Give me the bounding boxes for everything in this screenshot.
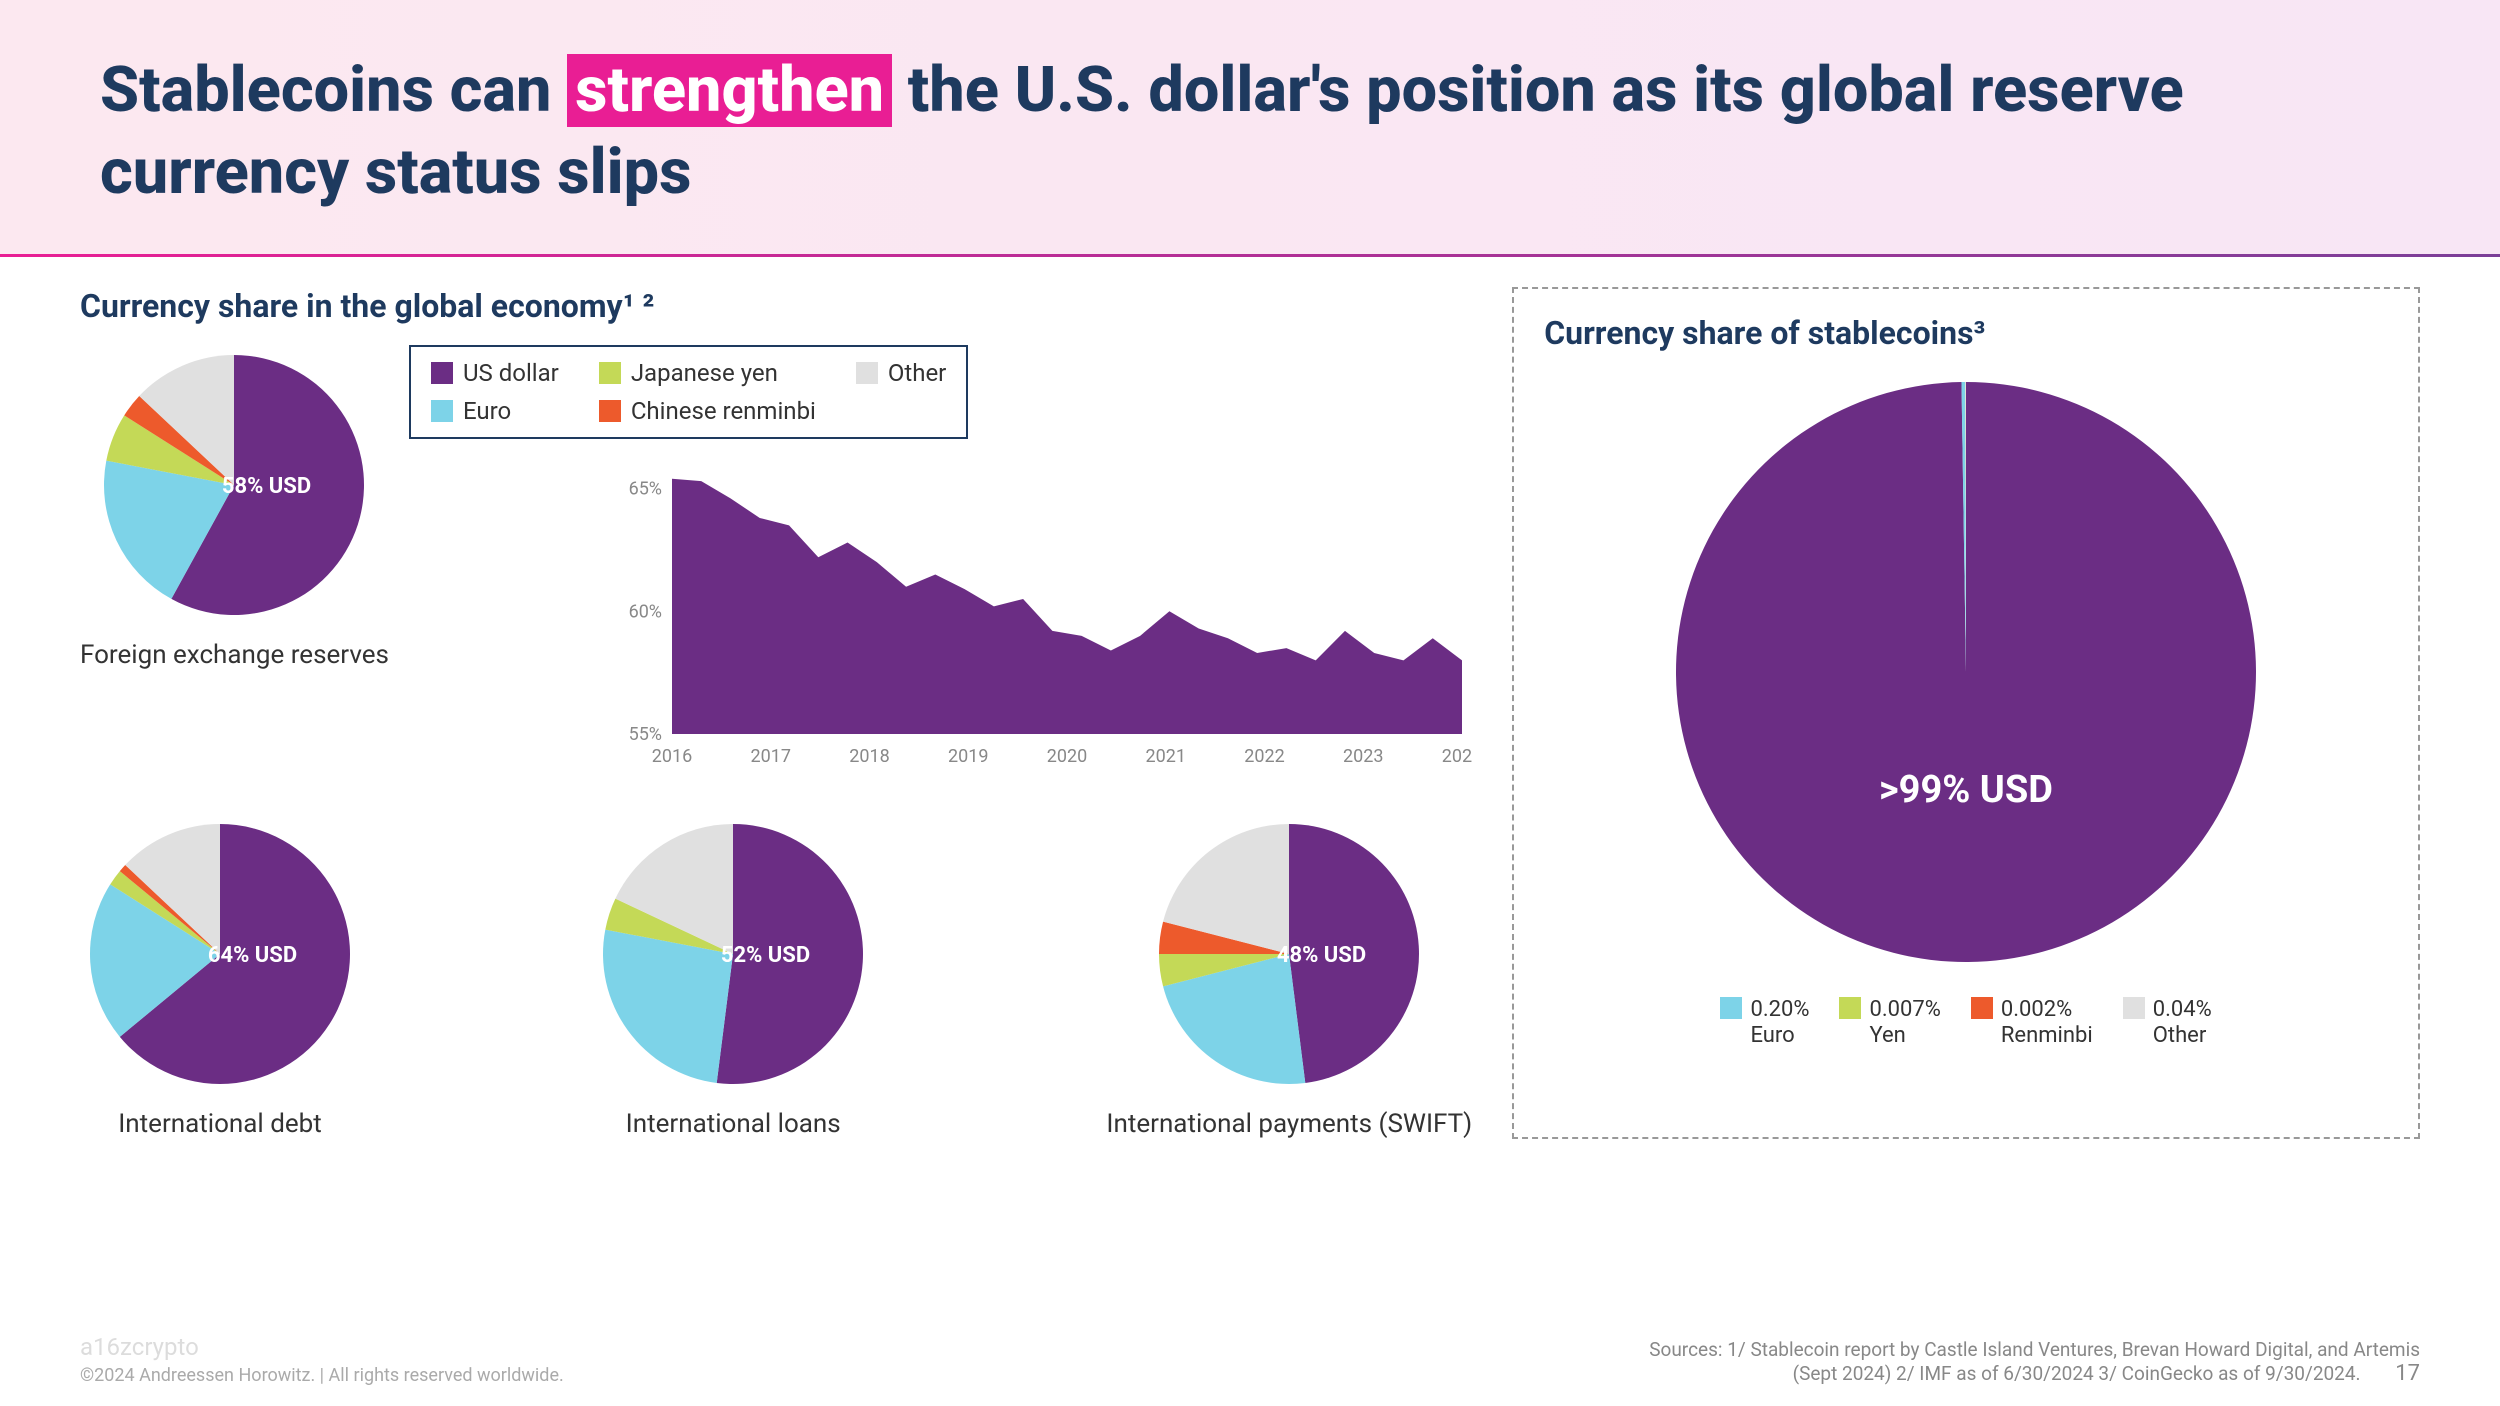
legend-item: US dollar xyxy=(431,359,559,387)
pie-chart-4: 48% USD xyxy=(1149,814,1429,1094)
page-number: 17 xyxy=(2395,1361,2420,1386)
pie1-label: Foreign exchange reserves xyxy=(80,640,389,670)
right-legend-item: 0.04%Other xyxy=(2123,997,2212,1050)
title-highlight: strengthen xyxy=(567,54,892,127)
legend-swatch xyxy=(1971,997,1993,1019)
footer-left: a16zcrypto ©2024 Andreessen Horowitz. | … xyxy=(80,1333,564,1386)
svg-text:58% USD: 58% USD xyxy=(222,474,311,499)
pie-chart-1: 58% USD xyxy=(94,345,374,625)
svg-text:2022: 2022 xyxy=(1244,746,1284,767)
pie-international-loans: 52% USD International loans xyxy=(593,814,873,1139)
pie-chart-2: 64% USD xyxy=(80,814,360,1094)
right-legend-item: 0.007%Yen xyxy=(1839,997,1940,1050)
svg-text:60%: 60% xyxy=(629,601,662,622)
svg-text:52% USD: 52% USD xyxy=(721,943,810,968)
legend-label: US dollar xyxy=(463,359,559,387)
svg-text:48% USD: 48% USD xyxy=(1277,943,1366,968)
svg-text:2018: 2018 xyxy=(849,746,889,767)
legend-box: US dollar Japanese yen Other Euro Chinese re… xyxy=(409,345,968,439)
svg-text:2019: 2019 xyxy=(948,746,988,767)
copyright: ©2024 Andreessen Horowitz. | All rights … xyxy=(80,1365,564,1386)
sources-text: Sources: 1/ Stablecoin report by Castle … xyxy=(1649,1338,2420,1385)
pie-international-debt: 64% USD International debt xyxy=(80,814,360,1139)
legend-text: 0.007%Yen xyxy=(1869,997,1940,1050)
pie3-label: International loans xyxy=(626,1109,841,1139)
legend-swatch xyxy=(599,400,621,422)
svg-text:2024: 2024 xyxy=(1442,746,1472,767)
legend-swatch xyxy=(1839,997,1861,1019)
footer: a16zcrypto ©2024 Andreessen Horowitz. | … xyxy=(80,1333,2420,1386)
pie-foreign-exchange: 58% USD Foreign exchange reserves xyxy=(80,345,389,670)
legend-swatch xyxy=(856,362,878,384)
legend-label: Euro xyxy=(463,397,511,425)
legend-text: 0.002%Renminbi xyxy=(2001,997,2093,1050)
legend-item: Other xyxy=(856,359,946,387)
right-panel: Currency share of stablecoins³ >99% USD … xyxy=(1512,287,2420,1139)
legend-swatch xyxy=(599,362,621,384)
svg-text:2020: 2020 xyxy=(1047,746,1087,767)
title-pre: Stablecoins can xyxy=(100,54,567,127)
pie2-label: International debt xyxy=(118,1109,322,1139)
legend-item: Chinese renminbi xyxy=(599,397,816,425)
svg-text:2017: 2017 xyxy=(751,746,791,767)
pie-chart-3: 52% USD xyxy=(593,814,873,1094)
legend-swatch xyxy=(2123,997,2145,1019)
svg-text:2023: 2023 xyxy=(1343,746,1383,767)
top-row: 58% USD Foreign exchange reserves US dol… xyxy=(80,345,1472,774)
svg-text:2021: 2021 xyxy=(1146,746,1186,767)
svg-text:64% USD: 64% USD xyxy=(208,943,297,968)
right-legend: 0.20%Euro 0.007%Yen 0.002%Renminbi 0.04%Oth… xyxy=(1720,997,2211,1050)
pie-international-payments: 48% USD International payments (SWIFT) xyxy=(1106,814,1472,1139)
right-legend-item: 0.20%Euro xyxy=(1720,997,1809,1050)
area-chart: 65% 60% 55%2016 2017 2018 2019 2020 2021 2022 202… xyxy=(602,454,1472,774)
content: Currency share in the global economy¹ ² … xyxy=(0,257,2500,1139)
legend-swatch xyxy=(431,362,453,384)
page-title: Stablecoins can strengthen the U.S. doll… xyxy=(100,50,2400,214)
svg-text:2016: 2016 xyxy=(652,746,692,767)
pie4-label: International payments (SWIFT) xyxy=(1106,1109,1472,1139)
left-section-title: Currency share in the global economy¹ ² xyxy=(80,287,654,325)
right-legend-item: 0.002%Renminbi xyxy=(1971,997,2093,1050)
area-chart-block: US dollar Japanese yen Other Euro Chinese re… xyxy=(409,345,1472,774)
left-panel: Currency share in the global economy¹ ² … xyxy=(80,287,1472,1139)
legend-label: Japanese yen xyxy=(631,359,778,387)
legend-item: Euro xyxy=(431,397,559,425)
svg-text:>99% USD: >99% USD xyxy=(1879,768,2053,812)
big-pie-chart: >99% USD xyxy=(1666,372,2266,972)
legend-item: Japanese yen xyxy=(599,359,816,387)
legend-text: 0.20%Euro xyxy=(1750,997,1809,1050)
legend-swatch xyxy=(431,400,453,422)
legend-swatch xyxy=(1720,997,1742,1019)
svg-text:65%: 65% xyxy=(629,478,662,499)
legend-label: Other xyxy=(888,359,946,387)
legend-label: Chinese renminbi xyxy=(631,397,816,425)
footer-right: Sources: 1/ Stablecoin report by Castle … xyxy=(1620,1338,2420,1386)
header: Stablecoins can strengthen the U.S. doll… xyxy=(0,0,2500,257)
right-section-title: Currency share of stablecoins³ xyxy=(1544,314,2388,352)
bottom-row: 64% USD International debt 52% USD Inter… xyxy=(80,814,1472,1139)
svg-text:55%: 55% xyxy=(629,724,662,745)
legend-text: 0.04%Other xyxy=(2153,997,2212,1050)
logo: a16zcrypto xyxy=(80,1333,564,1361)
big-pie-block: >99% USD 0.20%Euro 0.007%Yen 0.002%Renminb… xyxy=(1544,372,2388,1050)
